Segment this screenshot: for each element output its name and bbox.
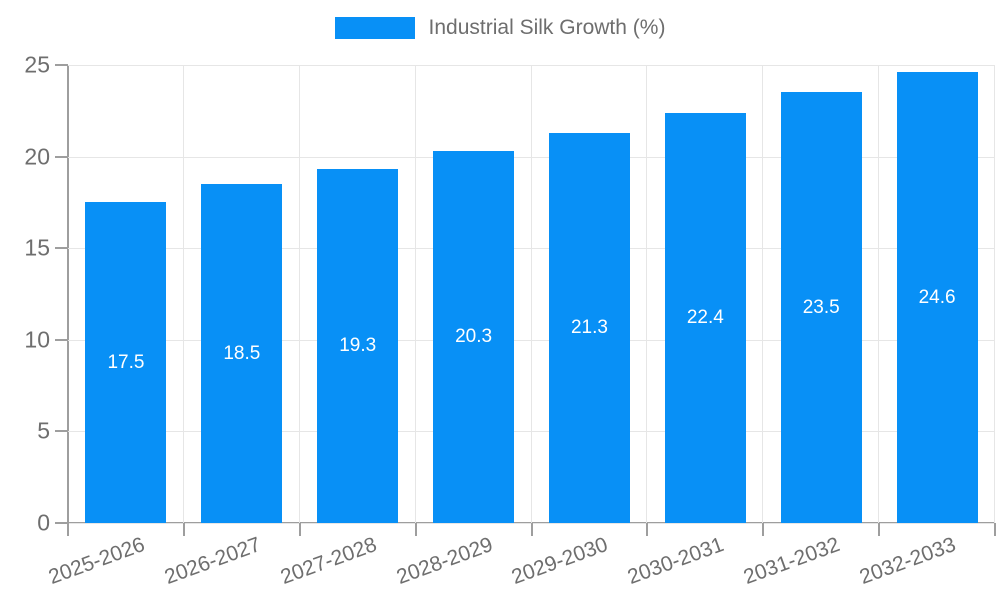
x-axis-tick: [182, 523, 185, 536]
y-tick-label: 10: [24, 326, 50, 353]
y-tick-label: 25: [24, 51, 50, 78]
x-axis-tick: [762, 523, 765, 536]
x-axis-tick: [646, 523, 649, 536]
bar: 24.6: [896, 72, 978, 523]
x-axis-tick: [67, 523, 69, 536]
x-axis-tick: [878, 523, 881, 536]
bar: 20.3: [433, 151, 515, 523]
y-tick-label: 0: [37, 509, 50, 536]
bar: 18.5: [201, 184, 283, 523]
bar-value-label: 23.5: [802, 296, 840, 318]
bar: 21.3: [548, 132, 630, 523]
legend-label: Industrial Silk Growth (%): [428, 16, 666, 39]
gridline-horizontal: [68, 431, 995, 433]
gridline-vertical: [878, 65, 880, 523]
y-axis-tick: [55, 522, 68, 524]
y-axis-tick: [55, 64, 68, 66]
bar: 23.5: [780, 92, 862, 523]
gridline-horizontal: [68, 65, 995, 66]
gridline-vertical: [646, 65, 648, 523]
y-axis-tick: [55, 155, 68, 158]
bar-value-label: 24.6: [918, 286, 956, 308]
y-tick-label: 5: [37, 417, 50, 444]
legend-swatch: [334, 17, 415, 39]
bar: 19.3: [317, 169, 399, 523]
plot-area: 0 5 10 15 20 25 17.5 2025-2026 18.5 2026-2027 19.3…: [24, 52, 996, 589]
bar-value-label: 18.5: [223, 342, 261, 364]
y-axis-line: [67, 65, 69, 523]
bar: 22.4: [664, 112, 746, 523]
bar-value-label: 20.3: [455, 326, 493, 348]
gridline-vertical: [762, 65, 764, 523]
gridline-vertical: [414, 65, 416, 523]
gridline-vertical: [298, 65, 300, 523]
bar-value-label: 22.4: [686, 306, 724, 328]
x-axis-tick: [530, 523, 533, 536]
bar-value-label: 21.3: [570, 316, 608, 338]
y-axis-tick: [55, 247, 68, 250]
y-tick-label: 15: [24, 234, 50, 261]
x-axis-tick: [994, 523, 996, 536]
gridline-vertical: [530, 65, 532, 523]
gridline-vertical: [182, 65, 184, 523]
y-axis-tick: [55, 338, 68, 341]
bar-value-label: 19.3: [339, 335, 377, 357]
x-axis-tick: [414, 523, 417, 536]
bar-value-label: 17.5: [107, 351, 145, 373]
gridline-vertical: [994, 65, 995, 523]
legend: Industrial Silk Growth (%): [0, 16, 1000, 40]
x-axis-tick: [298, 523, 301, 536]
gridline-horizontal: [68, 339, 995, 341]
gridline-horizontal: [68, 248, 995, 250]
gridline-horizontal: [68, 156, 995, 158]
bar: 17.5: [85, 202, 167, 523]
y-axis-tick: [55, 430, 68, 433]
y-tick-label: 20: [24, 143, 50, 170]
